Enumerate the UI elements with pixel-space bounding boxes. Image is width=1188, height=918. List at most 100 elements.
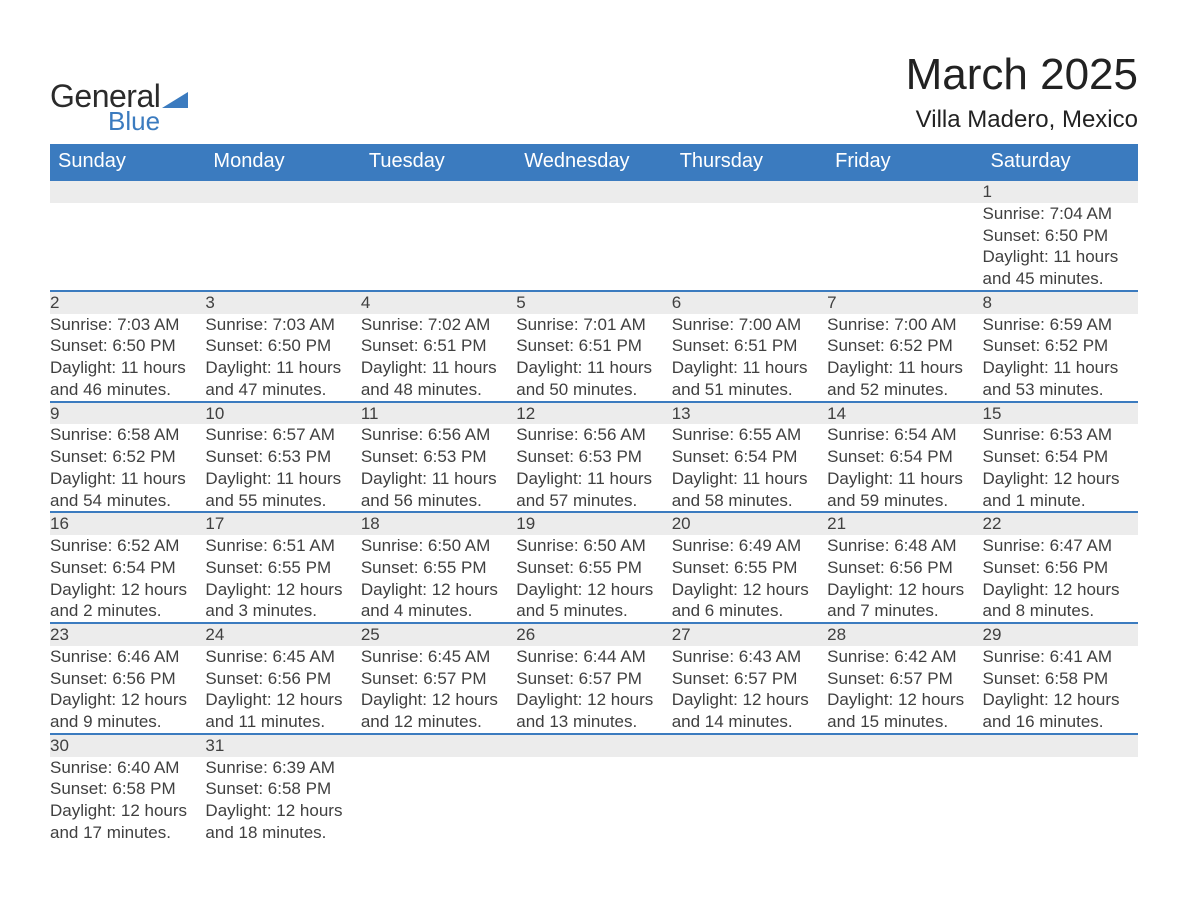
daylight-text-1: Daylight: 12 hours	[827, 689, 982, 711]
day-data-cell	[361, 203, 516, 291]
daylight-text-2: and 16 minutes.	[983, 711, 1138, 733]
daylight-text-1: Daylight: 11 hours	[983, 246, 1138, 268]
sunrise-text: Sunrise: 6:39 AM	[205, 757, 360, 779]
sunrise-text: Sunrise: 7:04 AM	[983, 203, 1138, 225]
day-data-cell	[827, 757, 982, 844]
day-data-cell: Sunrise: 6:49 AMSunset: 6:55 PMDaylight:…	[672, 535, 827, 623]
sunrise-text: Sunrise: 6:59 AM	[983, 314, 1138, 336]
daylight-text-2: and 12 minutes.	[361, 711, 516, 733]
daynum-row: 1	[50, 180, 1138, 203]
daylight-text-1: Daylight: 12 hours	[50, 579, 205, 601]
sunrise-text: Sunrise: 7:03 AM	[50, 314, 205, 336]
day-number-cell: 17	[205, 512, 360, 535]
sunrise-text: Sunrise: 6:44 AM	[516, 646, 671, 668]
daylight-text-1: Daylight: 12 hours	[827, 579, 982, 601]
sunset-text: Sunset: 6:53 PM	[361, 446, 516, 468]
sunset-text: Sunset: 6:56 PM	[50, 668, 205, 690]
daylight-text-2: and 6 minutes.	[672, 600, 827, 622]
day-data-cell: Sunrise: 6:54 AMSunset: 6:54 PMDaylight:…	[827, 424, 982, 512]
day-number-cell	[827, 734, 982, 757]
day-number-cell	[672, 180, 827, 203]
daylight-text-2: and 48 minutes.	[361, 379, 516, 401]
calendar-page: General Blue March 2025 Villa Madero, Me…	[0, 0, 1188, 884]
day-number-cell: 18	[361, 512, 516, 535]
weekday-header: Friday	[827, 144, 982, 180]
day-number-cell: 19	[516, 512, 671, 535]
weekday-header: Wednesday	[516, 144, 671, 180]
day-number-cell: 15	[983, 402, 1138, 425]
sunrise-text: Sunrise: 6:50 AM	[361, 535, 516, 557]
daylight-text-1: Daylight: 12 hours	[516, 579, 671, 601]
sunrise-text: Sunrise: 6:58 AM	[50, 424, 205, 446]
day-number-cell: 24	[205, 623, 360, 646]
daylight-text-1: Daylight: 11 hours	[50, 357, 205, 379]
daylight-text-1: Daylight: 12 hours	[361, 579, 516, 601]
daynum-row: 2345678	[50, 291, 1138, 314]
sunset-text: Sunset: 6:58 PM	[50, 778, 205, 800]
sunrise-text: Sunrise: 6:52 AM	[50, 535, 205, 557]
brand-logo: General Blue	[50, 80, 188, 134]
daylight-text-2: and 56 minutes.	[361, 490, 516, 512]
day-data-cell: Sunrise: 6:41 AMSunset: 6:58 PMDaylight:…	[983, 646, 1138, 734]
day-number-cell: 31	[205, 734, 360, 757]
sunrise-text: Sunrise: 6:50 AM	[516, 535, 671, 557]
sunrise-text: Sunrise: 6:55 AM	[672, 424, 827, 446]
day-data-cell: Sunrise: 6:55 AMSunset: 6:54 PMDaylight:…	[672, 424, 827, 512]
day-data-cell: Sunrise: 6:50 AMSunset: 6:55 PMDaylight:…	[361, 535, 516, 623]
day-data-cell: Sunrise: 6:47 AMSunset: 6:56 PMDaylight:…	[983, 535, 1138, 623]
sunset-text: Sunset: 6:54 PM	[50, 557, 205, 579]
daylight-text-1: Daylight: 11 hours	[205, 357, 360, 379]
sunrise-text: Sunrise: 6:57 AM	[205, 424, 360, 446]
day-number-cell	[361, 180, 516, 203]
day-data-cell: Sunrise: 7:03 AMSunset: 6:50 PMDaylight:…	[205, 314, 360, 402]
weekday-header: Thursday	[672, 144, 827, 180]
daylight-text-2: and 46 minutes.	[50, 379, 205, 401]
sunset-text: Sunset: 6:50 PM	[205, 335, 360, 357]
day-number-cell	[50, 180, 205, 203]
day-number-cell	[361, 734, 516, 757]
sunset-text: Sunset: 6:54 PM	[983, 446, 1138, 468]
day-data-cell	[50, 203, 205, 291]
sunset-text: Sunset: 6:53 PM	[516, 446, 671, 468]
day-data-row: Sunrise: 7:03 AMSunset: 6:50 PMDaylight:…	[50, 314, 1138, 402]
day-number-cell: 30	[50, 734, 205, 757]
day-data-cell	[672, 757, 827, 844]
day-number-cell: 3	[205, 291, 360, 314]
day-data-cell: Sunrise: 6:56 AMSunset: 6:53 PMDaylight:…	[516, 424, 671, 512]
weekday-header: Monday	[205, 144, 360, 180]
sunrise-text: Sunrise: 7:02 AM	[361, 314, 516, 336]
sunrise-text: Sunrise: 7:00 AM	[672, 314, 827, 336]
day-data-cell: Sunrise: 6:59 AMSunset: 6:52 PMDaylight:…	[983, 314, 1138, 402]
day-number-cell: 27	[672, 623, 827, 646]
calendar-table: Sunday Monday Tuesday Wednesday Thursday…	[50, 144, 1138, 844]
daylight-text-1: Daylight: 12 hours	[205, 800, 360, 822]
daylight-text-1: Daylight: 11 hours	[516, 357, 671, 379]
sunrise-text: Sunrise: 6:51 AM	[205, 535, 360, 557]
day-data-cell	[361, 757, 516, 844]
sunset-text: Sunset: 6:57 PM	[827, 668, 982, 690]
day-number-cell: 5	[516, 291, 671, 314]
sunset-text: Sunset: 6:57 PM	[672, 668, 827, 690]
day-data-cell: Sunrise: 6:52 AMSunset: 6:54 PMDaylight:…	[50, 535, 205, 623]
day-number-cell: 25	[361, 623, 516, 646]
weekday-header: Saturday	[983, 144, 1138, 180]
daylight-text-2: and 58 minutes.	[672, 490, 827, 512]
day-data-cell: Sunrise: 6:45 AMSunset: 6:56 PMDaylight:…	[205, 646, 360, 734]
daylight-text-1: Daylight: 12 hours	[983, 689, 1138, 711]
sunset-text: Sunset: 6:56 PM	[983, 557, 1138, 579]
daylight-text-1: Daylight: 12 hours	[983, 468, 1138, 490]
daylight-text-2: and 59 minutes.	[827, 490, 982, 512]
daylight-text-2: and 7 minutes.	[827, 600, 982, 622]
daylight-text-2: and 14 minutes.	[672, 711, 827, 733]
sunset-text: Sunset: 6:50 PM	[50, 335, 205, 357]
day-data-cell	[672, 203, 827, 291]
day-data-cell: Sunrise: 7:00 AMSunset: 6:52 PMDaylight:…	[827, 314, 982, 402]
daylight-text-2: and 1 minute.	[983, 490, 1138, 512]
day-data-cell: Sunrise: 7:01 AMSunset: 6:51 PMDaylight:…	[516, 314, 671, 402]
daylight-text-2: and 55 minutes.	[205, 490, 360, 512]
daylight-text-1: Daylight: 11 hours	[983, 357, 1138, 379]
day-number-cell: 9	[50, 402, 205, 425]
daylight-text-1: Daylight: 12 hours	[516, 689, 671, 711]
day-number-cell	[983, 734, 1138, 757]
day-data-cell	[983, 757, 1138, 844]
